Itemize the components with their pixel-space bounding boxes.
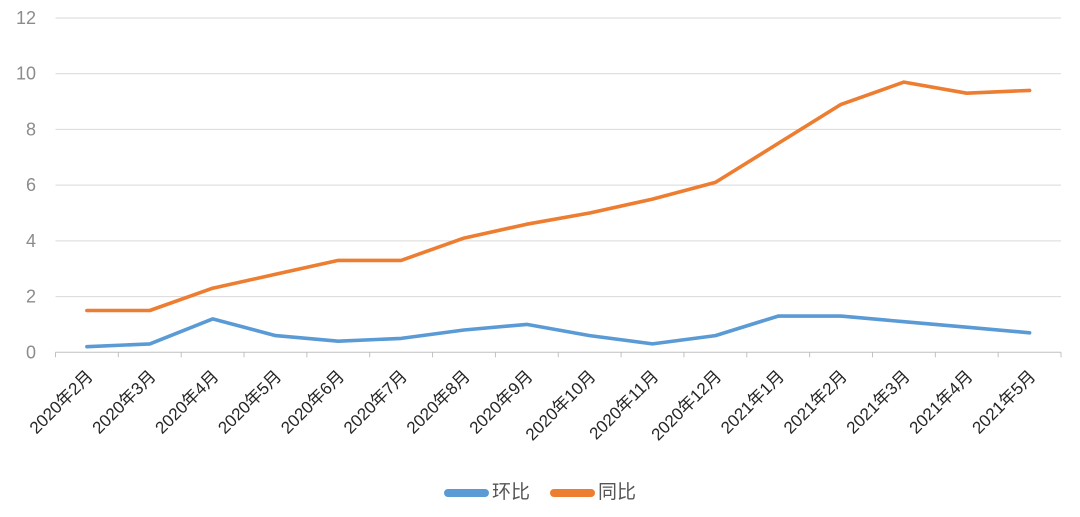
series-line-tongbi: [85, 80, 1032, 313]
legend-label-huanbi: 环比: [491, 482, 530, 503]
y-axis-tick-label: 12: [16, 8, 36, 28]
y-axis-tick-label: 6: [26, 175, 36, 195]
x-axis-tick-label: 2021年4月: [906, 367, 977, 438]
legend-label-tongbi: 同比: [598, 482, 637, 503]
y-axis-tick-label: 8: [26, 119, 36, 139]
x-axis-tick-label: 2020年5月: [214, 367, 285, 438]
x-axis-tick-label: 2021年5月: [968, 367, 1039, 438]
x-axis-tick-label: 2021年3月: [843, 367, 914, 438]
line-chart-canvas: 0246810122020年2月2020年3月2020年4月2020年5月202…: [16, 8, 1062, 444]
x-axis-tick-label: 2021年1月: [717, 367, 788, 438]
x-axis-tick-label: 2020年2月: [26, 367, 97, 438]
x-axis-tick-label: 2020年8月: [403, 367, 474, 438]
legend-swatch-huanbi-line: [443, 489, 489, 497]
x-axis-tick-label: 2020年7月: [340, 367, 411, 438]
y-axis-tick-label: 0: [26, 342, 36, 362]
series-line-huanbi: [85, 314, 1032, 349]
chart-legend: 环比 同比: [0, 481, 1080, 505]
legend-swatch-tongbi-line: [550, 489, 595, 497]
y-axis-tick-label: 10: [16, 64, 36, 84]
y-axis-tick-label: 2: [26, 287, 36, 307]
legend-item-huanbi[interactable]: 环比: [443, 481, 530, 505]
x-axis-tick-label: 2020年3月: [89, 367, 160, 438]
legend-item-tongbi[interactable]: 同比: [550, 481, 636, 505]
y-axis-tick-label: 4: [26, 231, 36, 251]
x-axis-tick-label: 2021年2月: [780, 367, 851, 438]
x-axis-tick-label: 2020年4月: [152, 367, 223, 438]
x-axis-tick-label: 2020年6月: [277, 367, 348, 438]
